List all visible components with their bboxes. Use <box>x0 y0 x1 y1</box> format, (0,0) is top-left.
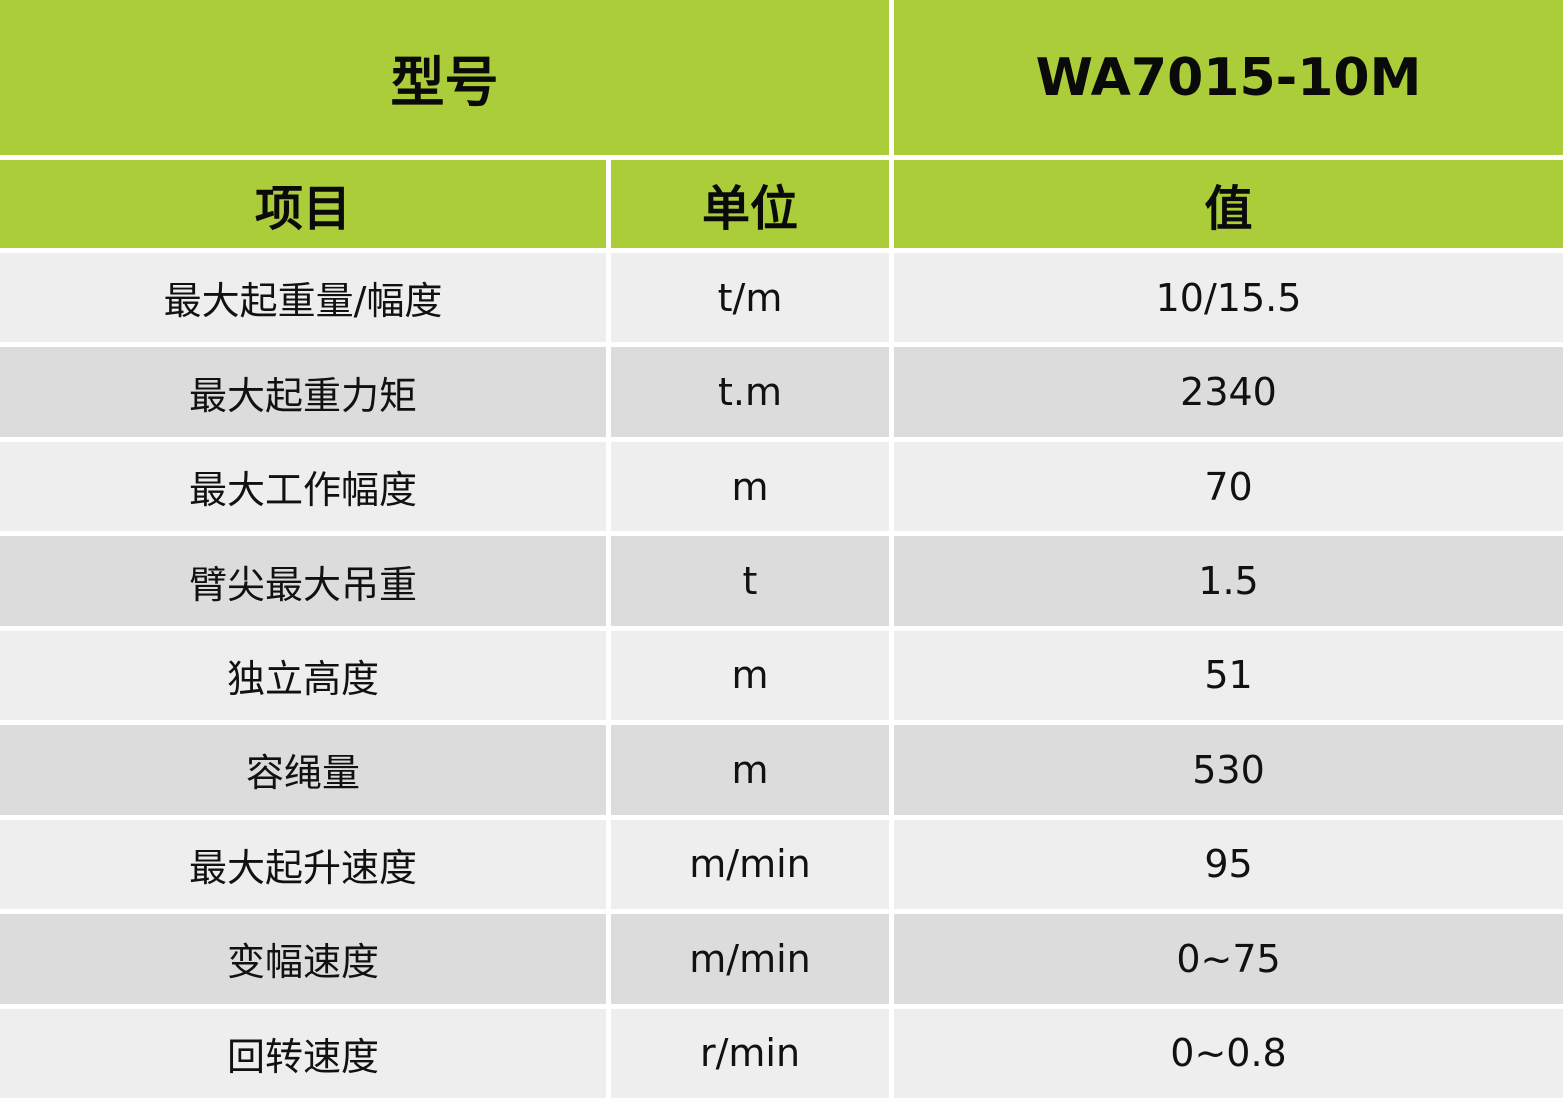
table-cell-value: 1.5 <box>894 536 1563 626</box>
table-cell-unit: m <box>611 441 889 532</box>
table-cell-unit: t <box>611 536 889 626</box>
table-cell-item: 独立高度 <box>0 630 606 721</box>
table-cell-item: 臂尖最大吊重 <box>0 536 606 626</box>
table-cell-unit: m/min <box>611 914 889 1004</box>
table-cell-item: 回转速度 <box>0 1008 606 1098</box>
table-cell-unit: m <box>611 630 889 721</box>
table-cell-value: 2340 <box>894 347 1563 437</box>
column-header-value: 值 <box>894 160 1563 248</box>
table-cell-value: 10/15.5 <box>894 253 1563 343</box>
table-cell-unit: m/min <box>611 819 889 910</box>
table-cell-item: 最大起升速度 <box>0 819 606 910</box>
table-cell-unit: t.m <box>611 347 889 437</box>
table-cell-value: 95 <box>894 819 1563 910</box>
table-cell-value: 0~75 <box>894 914 1563 1004</box>
model-label: 型号 <box>0 0 889 155</box>
model-value: WA7015-10M <box>894 0 1563 155</box>
column-header-unit: 单位 <box>611 160 889 248</box>
table-cell-value: 530 <box>894 725 1563 815</box>
table-cell-item: 最大工作幅度 <box>0 441 606 532</box>
table-cell-item: 容绳量 <box>0 725 606 815</box>
table-cell-item: 最大起重力矩 <box>0 347 606 437</box>
table-cell-item: 最大起重量/幅度 <box>0 253 606 343</box>
table-cell-unit: m <box>611 725 889 815</box>
table-cell-value: 70 <box>894 441 1563 532</box>
column-header-item: 项目 <box>0 160 606 248</box>
table-cell-value: 51 <box>894 630 1563 721</box>
table-cell-value: 0~0.8 <box>894 1008 1563 1098</box>
table-cell-item: 变幅速度 <box>0 914 606 1004</box>
table-cell-unit: r/min <box>611 1008 889 1098</box>
table-cell-unit: t/m <box>611 253 889 343</box>
